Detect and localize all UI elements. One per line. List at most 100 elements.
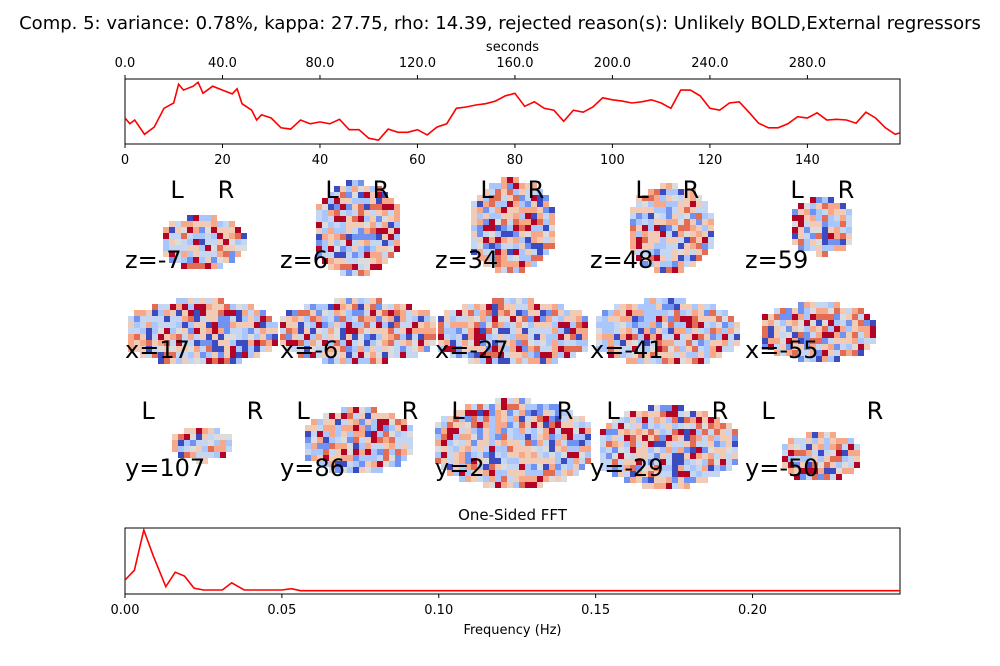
voxel xyxy=(241,233,247,239)
voxel xyxy=(501,458,507,464)
voxel xyxy=(193,263,199,269)
voxel xyxy=(684,423,690,429)
voxel xyxy=(582,316,588,322)
voxel xyxy=(347,407,353,413)
voxel xyxy=(235,227,241,233)
voxel xyxy=(501,452,507,458)
voxel xyxy=(176,346,182,352)
voxel xyxy=(684,453,690,459)
voxel xyxy=(732,453,738,459)
voxel xyxy=(561,470,567,476)
voxel xyxy=(690,441,696,447)
voxel xyxy=(459,464,465,470)
voxel xyxy=(684,219,690,225)
voxel xyxy=(193,245,199,251)
voxel xyxy=(242,346,248,352)
voxel xyxy=(648,243,654,249)
voxel xyxy=(806,468,812,474)
voxel xyxy=(606,435,612,441)
voxel xyxy=(401,437,407,443)
voxel xyxy=(353,437,359,443)
voxel xyxy=(848,462,854,468)
voxel xyxy=(552,328,558,334)
voxel xyxy=(388,322,394,328)
voxel xyxy=(618,453,624,459)
voxel xyxy=(842,456,848,462)
voxel xyxy=(660,423,666,429)
voxel xyxy=(602,316,608,322)
voxel xyxy=(812,468,818,474)
voxel xyxy=(322,346,328,352)
voxel xyxy=(483,213,489,219)
voxel xyxy=(316,310,322,316)
voxel xyxy=(558,304,564,310)
voxel xyxy=(235,239,241,245)
voxel xyxy=(254,334,260,340)
voxel xyxy=(678,231,684,237)
voxel xyxy=(585,434,591,440)
voxel xyxy=(465,428,471,434)
voxel xyxy=(471,410,477,416)
voxel xyxy=(680,328,686,334)
voxel xyxy=(812,432,818,438)
voxel xyxy=(495,440,501,446)
voxel xyxy=(662,322,668,328)
voxel xyxy=(358,316,364,322)
voxel xyxy=(248,316,254,322)
voxel xyxy=(389,449,395,455)
voxel xyxy=(519,482,525,488)
voxel xyxy=(507,177,513,183)
voxel xyxy=(636,213,642,219)
voxel xyxy=(614,322,620,328)
voxel xyxy=(573,452,579,458)
voxel xyxy=(606,459,612,465)
voxel xyxy=(546,310,552,316)
voxel xyxy=(158,340,164,346)
voxel xyxy=(358,264,364,270)
slice-label: x=-41 xyxy=(590,336,664,364)
voxel xyxy=(630,237,636,243)
voxel xyxy=(648,417,654,423)
voxel xyxy=(537,452,543,458)
voxel xyxy=(316,240,322,246)
voxel xyxy=(242,316,248,322)
voxel xyxy=(483,482,489,488)
voxel xyxy=(205,221,211,227)
voxel xyxy=(702,231,708,237)
voxel xyxy=(358,298,364,304)
voxel xyxy=(364,298,370,304)
voxel xyxy=(346,270,352,276)
voxel xyxy=(376,334,382,340)
voxel xyxy=(654,213,660,219)
voxel xyxy=(389,461,395,467)
voxel xyxy=(816,197,822,203)
voxel xyxy=(340,328,346,334)
voxel xyxy=(471,464,477,470)
voxel xyxy=(489,482,495,488)
voxel xyxy=(196,434,202,440)
voxel xyxy=(465,410,471,416)
voxel xyxy=(176,334,182,340)
voxel xyxy=(444,346,450,352)
voxel xyxy=(648,219,654,225)
voxel xyxy=(471,243,477,249)
voxel xyxy=(370,346,376,352)
voxel xyxy=(678,237,684,243)
voxel xyxy=(537,464,543,470)
voxel xyxy=(842,468,848,474)
voxel xyxy=(678,417,684,423)
voxel xyxy=(710,316,716,322)
voxel xyxy=(146,346,152,352)
voxel xyxy=(734,328,740,334)
voxel xyxy=(638,328,644,334)
voxel xyxy=(194,346,200,352)
voxel xyxy=(217,251,223,257)
voxel xyxy=(804,344,810,350)
voxel xyxy=(648,195,654,201)
voxel xyxy=(531,404,537,410)
voxel xyxy=(334,204,340,210)
voxel xyxy=(519,428,525,434)
voxel xyxy=(352,192,358,198)
voxel xyxy=(477,219,483,225)
voxel xyxy=(504,340,510,346)
